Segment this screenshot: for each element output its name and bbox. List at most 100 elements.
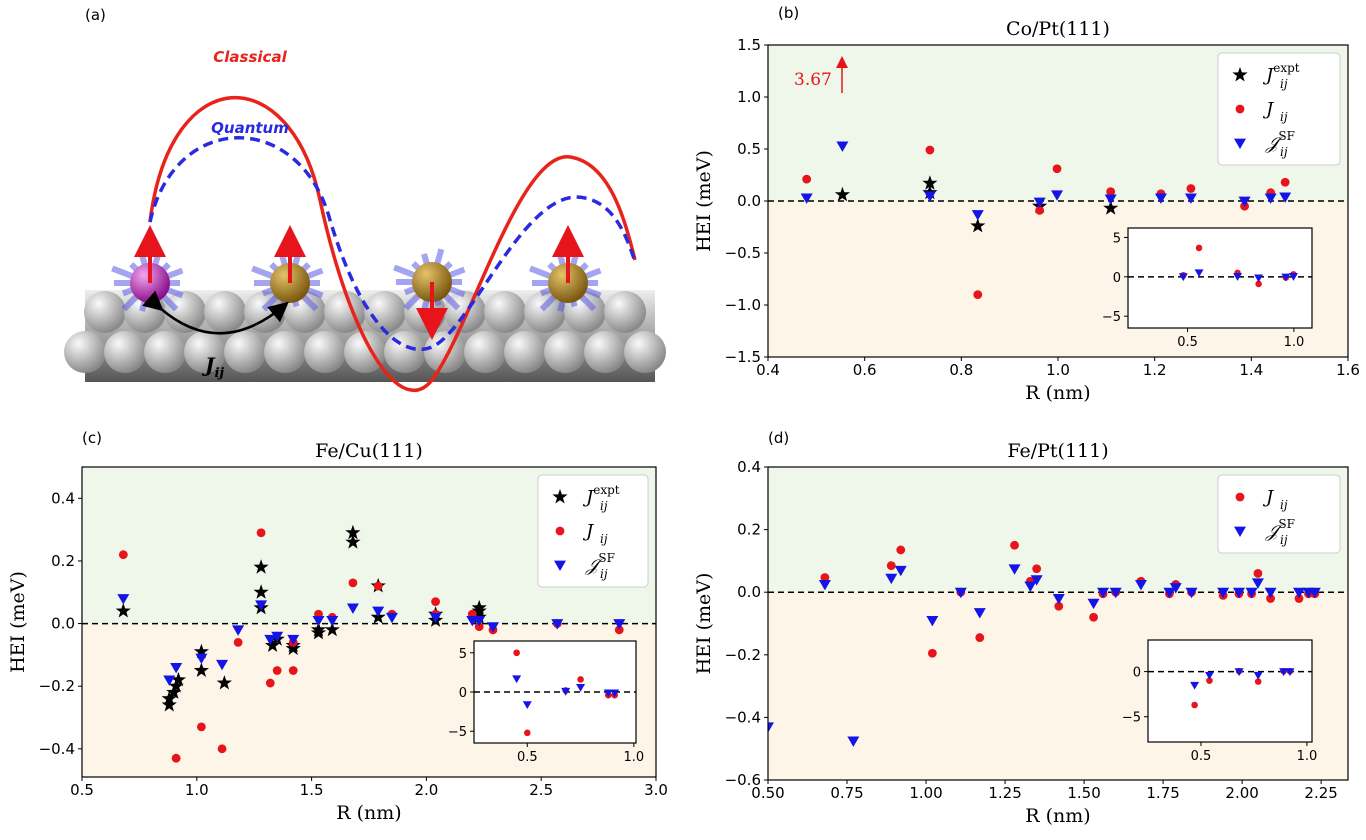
x-tick-label: 1.0: [1297, 749, 1318, 764]
x-tick-label: 0.5: [517, 750, 538, 765]
y-tick-label: 0.2: [737, 521, 761, 539]
x-tick-label: 0.5: [70, 781, 94, 799]
point: [372, 606, 385, 618]
point: [1254, 274, 1264, 283]
x-tick-label: 1.75: [1146, 784, 1179, 802]
legend-superscript: SF: [1278, 517, 1295, 531]
point: [1190, 681, 1200, 690]
substrate-atom: [604, 291, 646, 333]
y-tick-label: 5: [1113, 231, 1121, 246]
point: [1103, 200, 1119, 215]
substrate-atom: [204, 291, 246, 333]
quantum-curve: [148, 136, 637, 352]
legend-subscript: ij: [1280, 110, 1288, 124]
point: [264, 634, 277, 646]
point: [272, 666, 282, 675]
point: [927, 648, 937, 658]
point: [923, 191, 936, 202]
substrate-atom: [424, 331, 466, 373]
point: [800, 193, 813, 204]
point: [1010, 540, 1019, 550]
point: [577, 676, 584, 683]
substrate-atom: [224, 331, 266, 373]
point: [973, 608, 986, 619]
x-tick-label: 2.5: [529, 781, 553, 799]
point: [1191, 701, 1198, 709]
y-tick-label: −5: [1122, 711, 1141, 726]
point: [1204, 671, 1214, 680]
x-tick-label: 1.5: [300, 781, 324, 799]
y-tick-label: −0.5: [725, 244, 761, 262]
legend-marker: [1234, 526, 1246, 537]
point: [834, 186, 850, 202]
point: [1195, 244, 1203, 252]
point: [1254, 678, 1262, 685]
point: [1234, 668, 1244, 677]
point: [1024, 581, 1037, 592]
legend-subscript: ij: [600, 532, 608, 546]
point: [161, 697, 177, 712]
x-tick-label: 0.50: [751, 784, 784, 802]
point: [820, 573, 830, 582]
y-tick-label: 0: [1133, 666, 1141, 681]
x-tick-label: 1.0: [624, 750, 645, 765]
point: [954, 587, 967, 599]
y-tick-label: 0: [1113, 271, 1121, 286]
y-tick-label: −0.6: [725, 771, 761, 789]
x-tick-label: 1.4: [1239, 361, 1263, 379]
x-tick-label: 2.00: [1225, 784, 1258, 802]
y-tick-label: 0.4: [737, 458, 761, 476]
point: [310, 625, 327, 640]
point: [551, 619, 564, 630]
y-tick-label: −5: [1102, 310, 1121, 325]
point: [346, 603, 359, 614]
x-tick-label: 1.25: [988, 784, 1021, 802]
point: [1266, 594, 1275, 603]
legend-symbol: J: [1262, 487, 1275, 508]
point: [614, 625, 624, 635]
x-tick-label: 3.0: [644, 781, 668, 799]
x-tick-label: 1.0: [1284, 335, 1305, 350]
y-axis-label: HEI (meV): [693, 150, 715, 252]
legend-label: Jexpt ij: [582, 483, 620, 513]
legend-symbol: J: [1262, 65, 1275, 86]
legend-frame: [1217, 474, 1341, 554]
plot: 0.4 0.6 0.8 1.0 1.2 1.4 1.6 −1.5 −1.0 −0.5 0.0 0.5 1…: [693, 4, 1360, 404]
plot: 0.50 0.75 1.00 1.25 1.50 1.75 2.00 2.25−0.6−0.4…: [693, 429, 1349, 827]
legend-marker: [555, 526, 565, 536]
point: [847, 736, 860, 747]
chart-title: Fe/Cu(111): [315, 440, 423, 462]
point: [1089, 612, 1098, 622]
point: [1087, 598, 1100, 610]
points: [800, 141, 1292, 299]
x-axis-label: R (nm): [336, 802, 401, 824]
frame: [767, 44, 1349, 358]
substrate-atom: [364, 291, 406, 333]
point: [1255, 280, 1262, 288]
legend-superscript: expt: [593, 483, 620, 497]
point: [431, 597, 440, 607]
point: [1052, 594, 1065, 605]
point: [170, 663, 183, 674]
legend-label: 𝒥SF ij: [1265, 517, 1295, 547]
point: [1238, 196, 1251, 207]
legend-marker: [554, 560, 566, 571]
point: [117, 594, 130, 605]
point: [385, 612, 398, 624]
point: [324, 621, 340, 637]
point: [232, 625, 245, 636]
substrate-atom: [544, 331, 586, 373]
legend-subscript: ij: [1280, 498, 1288, 512]
point: [885, 573, 898, 585]
point: [1264, 193, 1277, 204]
legend-subscript: ij: [1280, 533, 1288, 547]
point: [195, 653, 208, 665]
point: [193, 662, 209, 677]
point: [115, 603, 131, 618]
point: [818, 579, 831, 591]
legend-subscript: ij: [1280, 77, 1288, 91]
frame: [1147, 639, 1313, 743]
point: [255, 600, 268, 611]
coupling-label: Jij: [201, 353, 224, 381]
